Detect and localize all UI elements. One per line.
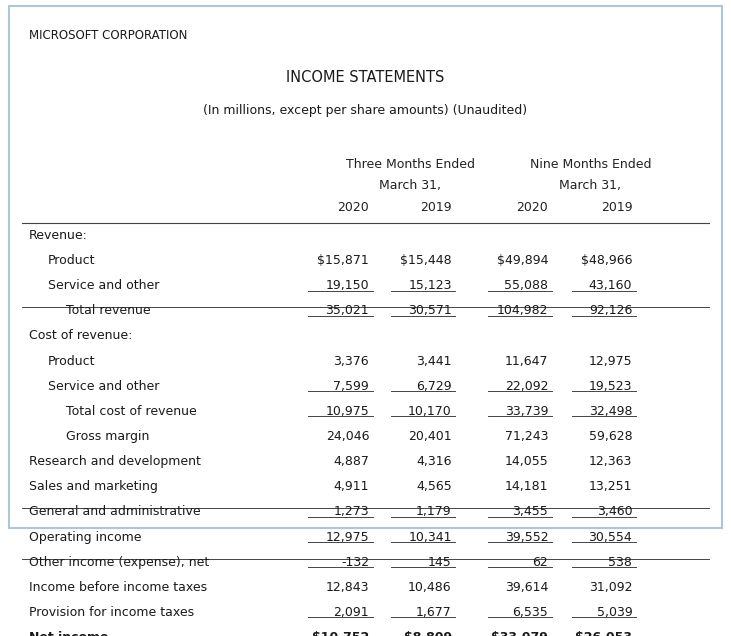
Text: 59,628: 59,628 [588,430,632,443]
Text: -132: -132 [341,556,369,569]
Text: Net income: Net income [29,631,109,636]
Text: 32,498: 32,498 [588,405,632,418]
Text: 2,091: 2,091 [333,606,369,619]
Text: 6,729: 6,729 [416,380,452,393]
Text: 1,179: 1,179 [416,506,452,518]
Text: Operating income: Operating income [29,530,142,544]
Text: 30,571: 30,571 [408,305,452,317]
Text: $26,053: $26,053 [575,631,632,636]
Text: Income before income taxes: Income before income taxes [29,581,208,594]
Text: 39,552: 39,552 [504,530,548,544]
Text: 55,088: 55,088 [504,279,548,292]
Text: 2019: 2019 [601,200,632,214]
Text: 14,055: 14,055 [504,455,548,468]
Text: Product: Product [48,254,95,267]
Text: 3,455: 3,455 [512,506,548,518]
Text: INCOME STATEMENTS: INCOME STATEMENTS [287,69,444,85]
Text: 13,251: 13,251 [588,480,632,494]
Text: 30,554: 30,554 [588,530,632,544]
Text: 92,126: 92,126 [589,305,632,317]
Text: (In millions, except per share amounts) (Unaudited): (In millions, except per share amounts) … [203,104,528,117]
Text: 10,486: 10,486 [408,581,452,594]
Text: 3,376: 3,376 [333,355,369,368]
Text: 10,975: 10,975 [325,405,369,418]
Text: 4,316: 4,316 [416,455,452,468]
Text: 2020: 2020 [517,200,548,214]
Text: 35,021: 35,021 [325,305,369,317]
Text: 62: 62 [532,556,548,569]
Text: March 31,: March 31, [559,179,621,192]
Text: 39,614: 39,614 [505,581,548,594]
Text: Revenue:: Revenue: [29,229,88,242]
Text: 4,911: 4,911 [333,480,369,494]
Text: General and administrative: General and administrative [29,506,201,518]
Text: 31,092: 31,092 [588,581,632,594]
Text: 19,523: 19,523 [588,380,632,393]
Text: Total cost of revenue: Total cost of revenue [66,405,197,418]
Text: Three Months Ended: Three Months Ended [346,158,475,171]
Text: 1,677: 1,677 [416,606,452,619]
Text: 24,046: 24,046 [325,430,369,443]
Text: 2020: 2020 [338,200,369,214]
Text: 1,273: 1,273 [333,506,369,518]
Text: 71,243: 71,243 [504,430,548,443]
Text: 15,123: 15,123 [408,279,452,292]
Text: Gross margin: Gross margin [66,430,149,443]
Text: 19,150: 19,150 [325,279,369,292]
Text: $48,966: $48,966 [581,254,632,267]
Text: Nine Months Ended: Nine Months Ended [529,158,651,171]
Text: 538: 538 [608,556,632,569]
Text: Total revenue: Total revenue [66,305,151,317]
Text: Other income (expense), net: Other income (expense), net [29,556,210,569]
Text: 145: 145 [428,556,452,569]
Text: $10,752: $10,752 [312,631,369,636]
Text: 3,460: 3,460 [596,506,632,518]
Text: 12,975: 12,975 [325,530,369,544]
Text: 10,170: 10,170 [408,405,452,418]
Text: $15,448: $15,448 [400,254,452,267]
Text: Sales and marketing: Sales and marketing [29,480,158,494]
Text: 7,599: 7,599 [333,380,369,393]
Text: 14,181: 14,181 [504,480,548,494]
Text: Service and other: Service and other [48,380,159,393]
Text: 4,887: 4,887 [333,455,369,468]
Text: $49,894: $49,894 [497,254,548,267]
Text: 11,647: 11,647 [504,355,548,368]
Text: $33,079: $33,079 [491,631,548,636]
Text: 3,441: 3,441 [416,355,452,368]
Text: March 31,: March 31, [379,179,442,192]
Text: 12,363: 12,363 [589,455,632,468]
Text: 2019: 2019 [420,200,452,214]
Text: 104,982: 104,982 [497,305,548,317]
Text: 22,092: 22,092 [504,380,548,393]
Text: 4,565: 4,565 [416,480,452,494]
Text: 6,535: 6,535 [512,606,548,619]
Text: 33,739: 33,739 [504,405,548,418]
Text: 20,401: 20,401 [408,430,452,443]
Text: $15,871: $15,871 [317,254,369,267]
Text: Research and development: Research and development [29,455,201,468]
Text: Service and other: Service and other [48,279,159,292]
Text: $8,809: $8,809 [404,631,452,636]
Text: 5,039: 5,039 [596,606,632,619]
Text: 43,160: 43,160 [588,279,632,292]
Text: Cost of revenue:: Cost of revenue: [29,329,132,342]
Text: 12,843: 12,843 [325,581,369,594]
Text: MICROSOFT CORPORATION: MICROSOFT CORPORATION [29,29,188,43]
Text: 12,975: 12,975 [588,355,632,368]
Text: 10,341: 10,341 [408,530,452,544]
Text: Provision for income taxes: Provision for income taxes [29,606,194,619]
FancyBboxPatch shape [9,6,722,529]
Text: Product: Product [48,355,95,368]
